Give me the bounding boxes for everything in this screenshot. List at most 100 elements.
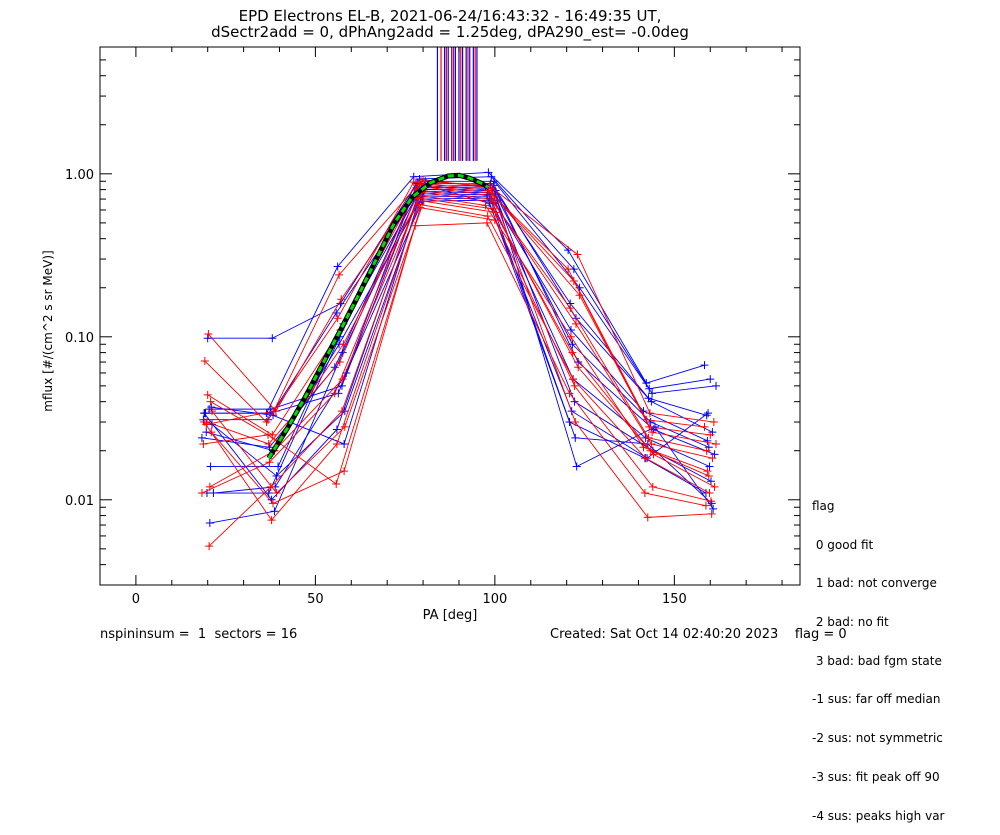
- data-point-marker: [337, 407, 346, 416]
- legend-item-flag-2: 2 bad: no fit: [812, 614, 889, 629]
- series-line: [206, 189, 707, 452]
- data-point-marker: [701, 501, 710, 510]
- data-point-marker: [703, 436, 712, 445]
- data-point-marker: [264, 430, 272, 439]
- data-point-marker: [703, 467, 712, 476]
- data-point-marker: [200, 357, 209, 366]
- legend-item-flag-m4: -4 sus: peaks high var: [812, 808, 945, 823]
- data-point-marker: [566, 332, 575, 341]
- data-point-marker: [700, 361, 709, 370]
- data-point-marker: [490, 216, 499, 225]
- data-point-marker: [206, 462, 215, 471]
- data-point-marker: [643, 513, 652, 522]
- data-point-marker: [332, 439, 341, 448]
- series-line: [205, 182, 709, 459]
- data-point-marker: [569, 276, 578, 285]
- legend-item-flag-1: 1 bad: not converge: [812, 576, 937, 591]
- series-line: [206, 180, 712, 518]
- data-point-marker: [335, 270, 344, 279]
- data-point-marker: [491, 208, 500, 217]
- data-point-marker: [565, 389, 574, 398]
- data-point-marker: [264, 439, 273, 448]
- data-point-marker: [571, 433, 580, 442]
- data-point-marker: [648, 428, 657, 437]
- data-point-marker: [704, 409, 713, 418]
- series-line: [210, 207, 712, 504]
- data-point-marker: [571, 418, 580, 427]
- series-line: [211, 200, 715, 494]
- flag-legend: flag 0 good fit 1 bad: not converge 2 ba…: [812, 474, 944, 835]
- data-point-marker: [340, 422, 349, 431]
- series-line: [203, 191, 710, 501]
- data-point-marker: [706, 375, 715, 384]
- data-point-marker: [569, 375, 578, 384]
- data-point-marker: [705, 489, 714, 498]
- data-point-marker: [333, 262, 342, 271]
- data-point-marker: [708, 454, 717, 463]
- data-point-marker: [201, 409, 210, 418]
- data-point-marker: [487, 172, 496, 181]
- data-point-marker: [416, 203, 425, 212]
- x-tick-label: 50: [307, 592, 324, 607]
- data-point-marker: [268, 334, 277, 343]
- footer-spin-info: nspininsum = 1 sectors = 16: [100, 627, 298, 642]
- data-point-marker: [205, 542, 214, 551]
- series-line: [203, 195, 707, 494]
- data-point-marker: [709, 418, 718, 427]
- series-line: [210, 180, 717, 467]
- legend-item-flag-0: 0 good fit: [812, 537, 874, 552]
- data-point-marker: [335, 358, 344, 367]
- data-point-marker: [639, 443, 648, 452]
- x-tick-label: 0: [132, 592, 140, 607]
- data-point-marker: [702, 446, 711, 455]
- data-point-marker: [568, 348, 577, 357]
- data-point-marker: [267, 495, 276, 504]
- data-point-marker: [648, 482, 657, 491]
- data-point-marker: [266, 482, 275, 491]
- series-group: [197, 168, 720, 551]
- data-point-marker: [649, 450, 658, 459]
- data-point-marker: [209, 489, 218, 498]
- data-point-marker: [706, 477, 715, 486]
- data-point-marker: [269, 407, 278, 416]
- data-point-marker: [647, 397, 656, 406]
- data-point-marker: [204, 330, 213, 339]
- data-point-marker: [415, 180, 424, 189]
- ticks-group: 0 50 100 150 0.01 0.10 1.00: [65, 46, 800, 607]
- data-point-marker: [712, 439, 720, 448]
- data-point-marker: [416, 177, 425, 186]
- data-point-marker: [704, 471, 713, 480]
- data-point-marker: [640, 489, 649, 498]
- legend-item-flag-m2: -2 sus: not symmetric: [812, 731, 943, 746]
- y-tick-label: 1.00: [65, 168, 94, 183]
- data-point-marker: [700, 422, 709, 431]
- data-point-marker: [707, 509, 716, 518]
- data-point-marker: [645, 409, 654, 418]
- series-line: [203, 203, 710, 521]
- data-point-marker: [197, 489, 206, 498]
- x-axis-label: PA [deg]: [423, 608, 478, 623]
- data-point-marker: [572, 462, 581, 471]
- x-tick-label: 150: [662, 592, 687, 607]
- data-point-marker: [265, 458, 274, 467]
- data-point-marker: [706, 430, 715, 439]
- axes-group: [99, 46, 801, 586]
- data-point-marker: [572, 319, 580, 328]
- data-point-marker: [574, 363, 583, 372]
- data-point-marker: [206, 397, 215, 406]
- data-point-marker: [203, 334, 212, 343]
- data-point-marker: [642, 415, 651, 424]
- data-point-marker: [414, 200, 423, 209]
- data-point-marker: [419, 197, 428, 206]
- legend-title: flag: [812, 498, 835, 513]
- data-point-marker: [269, 499, 278, 508]
- series-line: [208, 197, 709, 547]
- y-axis-label: mflux [#/(cm^2 s sr MeV)]: [41, 250, 55, 411]
- series-line: [211, 190, 715, 477]
- data-point-marker: [573, 250, 582, 259]
- fit-curve-group: [266, 172, 489, 460]
- data-point-marker: [647, 439, 656, 448]
- data-point-marker: [332, 479, 341, 488]
- chart-title-line-2: dSectr2add = 0, dPhAng2add = 1.25deg, dP…: [211, 23, 689, 41]
- data-point-marker: [482, 218, 491, 227]
